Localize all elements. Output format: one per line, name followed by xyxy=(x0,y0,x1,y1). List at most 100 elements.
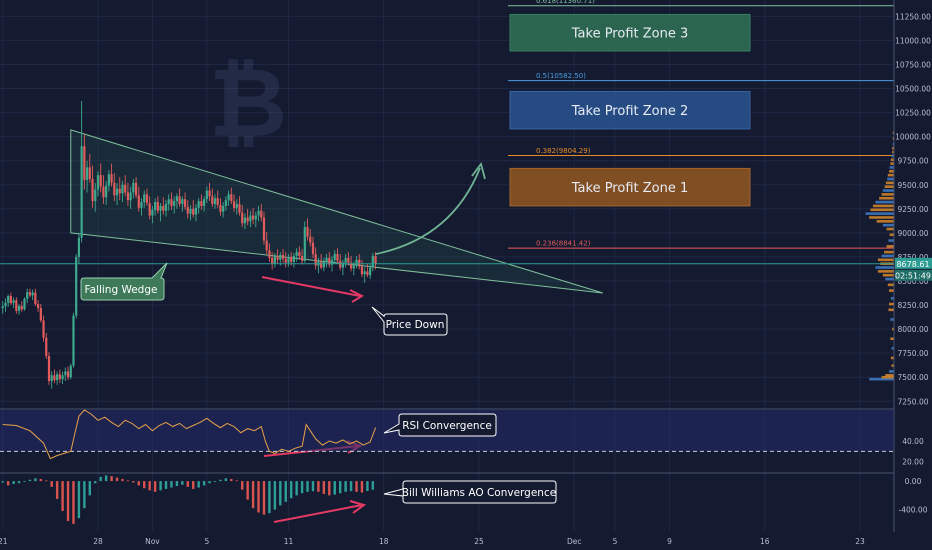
time-tick-label: 18 xyxy=(379,537,389,546)
ao-bar xyxy=(306,481,309,492)
candle-body xyxy=(173,201,176,206)
fib-level-label: 0.5(10582.50) xyxy=(536,72,586,80)
candle-body xyxy=(189,208,192,214)
take-profit-zone-box[interactable] xyxy=(509,90,751,130)
fib-level-label: 0.236(8841.42) xyxy=(536,240,591,248)
candle-body xyxy=(148,203,151,216)
candle-body xyxy=(369,267,372,276)
ao-bar xyxy=(230,478,233,482)
time-tick-label: 5 xyxy=(204,537,209,546)
price-tick-label: 7500.00 xyxy=(897,373,928,382)
ao-bar xyxy=(83,481,86,509)
take-profit-zone-box[interactable] xyxy=(509,167,751,207)
candle-body xyxy=(279,255,282,260)
candle-body xyxy=(341,262,345,268)
wedge-polygon[interactable] xyxy=(70,129,603,294)
volume-profile-bar xyxy=(892,143,894,146)
time-tick-label: 21 xyxy=(0,537,8,546)
candle-body xyxy=(83,146,86,180)
candle-body xyxy=(1,306,4,309)
candle-body xyxy=(37,304,40,308)
volume-profile-bar xyxy=(890,337,894,341)
take-profit-zone-label: Take Profit Zone 2 xyxy=(571,104,689,119)
take-profit-zone-box[interactable] xyxy=(509,13,751,52)
candle-body xyxy=(143,194,146,203)
current-price-label: 8678.61 xyxy=(896,260,929,269)
candle-body xyxy=(349,262,353,269)
candle-body xyxy=(243,217,247,224)
candle-body xyxy=(287,256,290,263)
time-tick-label: 23 xyxy=(855,537,865,546)
candle-body xyxy=(64,371,67,376)
price-tick-label: 9000.00 xyxy=(897,229,928,238)
ao-bar xyxy=(213,481,217,482)
price-down-callout[interactable]: Price Down xyxy=(371,306,448,336)
ao-bar xyxy=(344,481,347,492)
candle-body xyxy=(309,236,312,243)
ao-bar xyxy=(333,481,336,495)
countdown-label: 02:51:49 xyxy=(895,271,931,280)
volume-profile-bar xyxy=(892,327,894,331)
ao-bar xyxy=(50,481,53,487)
volume-profile-bar xyxy=(865,212,894,215)
falling-wedge-pattern[interactable] xyxy=(70,129,603,294)
candle-body xyxy=(203,199,206,206)
ao-bar xyxy=(371,481,375,490)
ao-bar xyxy=(34,478,37,482)
ao-tick-label: 0.00 xyxy=(905,477,922,486)
time-tick-label: Nov xyxy=(145,537,160,546)
candle-body xyxy=(66,371,70,378)
rsi-convergence-callout[interactable]: RSI Convergence xyxy=(383,413,497,437)
ao-bar xyxy=(12,481,15,484)
candle-body xyxy=(102,186,105,198)
candle-body xyxy=(39,307,42,321)
candle-body xyxy=(284,258,287,263)
ao-bar xyxy=(268,481,271,514)
volume-profile-bar xyxy=(889,289,894,292)
bitcoin-logo-watermark: ₿ xyxy=(209,47,287,159)
candle-body xyxy=(107,174,110,186)
ao-bar xyxy=(110,476,113,482)
volume-profile-bar xyxy=(877,270,894,273)
volume-profile-bar xyxy=(888,308,894,312)
price-tick-label: 7750.00 xyxy=(897,349,928,358)
candle-body xyxy=(75,256,78,316)
ao-convergence-callout[interactable]: Bill Williams AO Convergence xyxy=(383,480,557,504)
candle-body xyxy=(322,261,325,268)
volume-profile-bar xyxy=(889,166,894,169)
candle-body xyxy=(262,217,266,241)
candle-body xyxy=(121,184,124,194)
price-tick-label: 8000.00 xyxy=(897,325,928,334)
ao-bar xyxy=(208,481,211,484)
price-tick-label: 9250.00 xyxy=(897,205,928,214)
falling-wedge-label: Falling Wedge xyxy=(85,284,158,296)
candle-body xyxy=(181,199,184,204)
volume-profile-bar xyxy=(882,189,894,192)
volume-profile-bar xyxy=(889,370,894,373)
ao-bar xyxy=(175,481,179,487)
volume-profile-bar xyxy=(885,277,894,281)
take-profit-zones: Take Profit Zone 3 Take Profit Zone 2 Take… xyxy=(509,13,751,207)
volume-profile-bar xyxy=(892,146,894,150)
candle-body xyxy=(72,315,75,366)
volume-profile-bar xyxy=(891,154,894,158)
ao-convergence-arrow xyxy=(273,500,367,523)
candle-body xyxy=(197,201,200,208)
ao-bar xyxy=(148,481,151,491)
price-tick-label: 8250.00 xyxy=(897,301,928,310)
candle-body xyxy=(170,199,173,206)
candle-body xyxy=(238,204,241,213)
volume-profile-bar xyxy=(890,318,894,321)
ao-bar xyxy=(164,481,168,489)
candle-body xyxy=(9,295,12,304)
price-tick-label: 10250.00 xyxy=(895,109,931,118)
candle-body xyxy=(355,259,358,266)
falling-wedge-callout[interactable]: Falling Wedge xyxy=(80,262,168,301)
ao-bar xyxy=(23,481,26,482)
ao-bar xyxy=(181,481,184,485)
volume-profile-bar xyxy=(887,173,894,177)
candle-body xyxy=(4,302,7,307)
candle-body xyxy=(159,205,162,211)
candle-body xyxy=(156,202,159,211)
candle-body xyxy=(366,271,369,276)
